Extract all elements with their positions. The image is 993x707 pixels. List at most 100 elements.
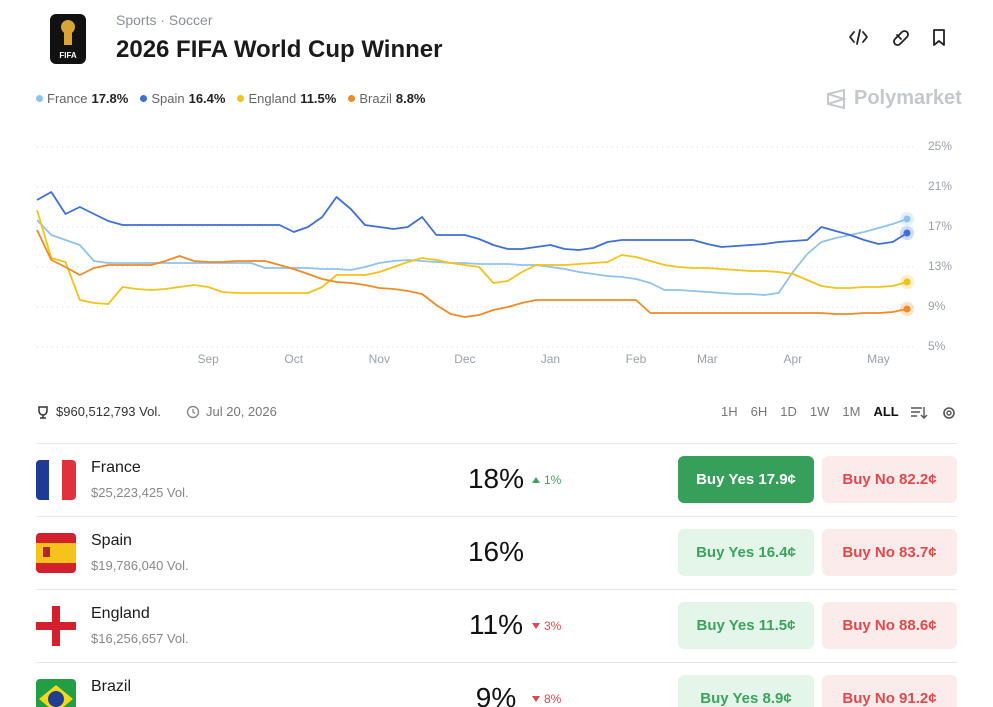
buy-yes-button[interactable]: Buy Yes 8.9¢: [678, 675, 814, 707]
chart-controls: [911, 407, 955, 419]
end-date: Jul 20, 2026: [186, 404, 277, 419]
row-divider: [36, 662, 957, 663]
change-arrow: [532, 696, 540, 702]
event-logo: FIFA: [50, 14, 86, 64]
y-tick-label: 17%: [928, 219, 952, 233]
link-icon[interactable]: [893, 30, 909, 46]
legend-dot: [237, 95, 245, 102]
legend-name: England: [248, 91, 297, 106]
legend-item: Brazil 8.8%: [348, 91, 426, 106]
legend-value: 11.5%: [300, 91, 337, 106]
end-dot: [903, 229, 911, 237]
brand-icon: [827, 88, 846, 109]
end-dot: [903, 278, 911, 286]
header-actions: [849, 29, 945, 46]
y-tick-label: 21%: [928, 179, 952, 193]
buy-yes-button[interactable]: Buy Yes 11.5¢: [678, 602, 814, 649]
outcome-name: Brazil: [91, 678, 132, 695]
embed-icon[interactable]: [849, 29, 868, 45]
buy-no-button[interactable]: Buy No 88.6¢: [822, 602, 957, 649]
change-arrow: [532, 623, 540, 629]
flag: [36, 460, 76, 500]
x-tick-label: Dec: [454, 352, 475, 366]
x-tick-label: Sep: [197, 352, 219, 366]
flag: [36, 533, 76, 573]
series-line: [36, 218, 908, 296]
legend-item: Spain 16.4%: [140, 91, 225, 106]
change-value: 8%: [544, 692, 562, 706]
price-chart: 5% 9% 13% 17% 21% 25% Sep Oct Nov Dec Jan Feb Mar Apr…: [36, 139, 952, 366]
legend-dot: [36, 95, 43, 102]
outcome-change: 8%: [532, 692, 561, 706]
series-line: [36, 209, 908, 305]
logo-text: FIFA: [59, 51, 77, 60]
separator: ·: [160, 12, 169, 28]
flag: [36, 679, 76, 707]
timeframe-button[interactable]: 1M: [842, 404, 861, 419]
series-line: [36, 229, 908, 318]
outcome-change: 1%: [532, 473, 561, 487]
buy-no-button[interactable]: Buy No 83.7¢: [822, 529, 957, 576]
legend-name: France: [47, 91, 88, 106]
legend-name: Spain: [151, 91, 185, 106]
change-value: 3%: [544, 619, 562, 633]
bookmark-icon[interactable]: [933, 29, 945, 46]
brand-name: Polymarket: [854, 87, 962, 109]
date-text: Jul 20, 2026: [206, 404, 277, 419]
row-divider: [36, 589, 957, 590]
x-tick-label: Oct: [284, 352, 303, 366]
event-title: 2026 FIFA World Cup Winner: [116, 36, 443, 63]
x-tick-label: Jan: [541, 352, 560, 366]
change-arrow: [532, 477, 540, 483]
end-dot: [903, 215, 911, 223]
end-dot: [903, 305, 911, 313]
flag: [36, 606, 76, 646]
buy-yes-button[interactable]: Buy Yes 16.4¢: [678, 529, 814, 576]
settings-icon[interactable]: [943, 407, 955, 419]
timeframe-button[interactable]: 1W: [809, 404, 830, 419]
breadcrumb: Sports · Soccer: [116, 12, 213, 28]
timeframe-button[interactable]: 1D: [780, 404, 797, 419]
legend-item: England 11.5%: [237, 91, 336, 106]
x-tick-label: Nov: [369, 352, 390, 366]
timeframes: 1H 6H 1D 1W 1M ALL: [721, 404, 899, 419]
y-tick-label: 9%: [928, 299, 946, 313]
legend-dot: [140, 95, 148, 102]
outcome-chance: 18%: [467, 463, 525, 494]
legend-value: 16.4%: [188, 91, 226, 106]
buy-yes-button[interactable]: Buy Yes 17.9¢: [678, 456, 814, 503]
legend-item: France 17.8%: [36, 91, 128, 106]
outcome-chance: 9%: [475, 682, 517, 707]
x-tick-label: May: [867, 352, 890, 366]
row-divider: [36, 516, 957, 517]
brand: Polymarket: [826, 87, 962, 110]
breadcrumb-item[interactable]: Soccer: [168, 12, 213, 28]
outcome-chance: 11%: [469, 609, 523, 640]
outcome-volume: $19,786,040 Vol.: [91, 558, 189, 573]
legend: France 17.8% Spain 16.4% England 11.5% Brazil 8…: [36, 91, 426, 106]
legend-value: 17.8%: [91, 91, 129, 106]
series-line: [36, 191, 908, 251]
outcome-chance: 16%: [467, 536, 525, 567]
change-value: 1%: [544, 473, 562, 487]
sort-icon[interactable]: [911, 407, 928, 419]
buy-no-button[interactable]: Buy No 82.2¢: [822, 456, 957, 503]
volume-text: $960,512,793 Vol.: [56, 404, 161, 419]
legend-dot: [348, 95, 356, 102]
clock-icon: [186, 405, 200, 418]
breadcrumb-item[interactable]: Sports: [116, 12, 157, 28]
buy-no-button[interactable]: Buy No 91.2¢: [822, 675, 957, 707]
x-tick-label: Mar: [697, 352, 718, 366]
timeframe-button[interactable]: 1H: [721, 404, 738, 419]
legend-name: Brazil: [359, 91, 392, 106]
outcome-name: England: [91, 605, 150, 622]
y-tick-label: 25%: [928, 139, 952, 153]
timeframe-button[interactable]: 6H: [750, 404, 768, 419]
timeframe-button[interactable]: ALL: [873, 404, 899, 419]
outcome-volume: $16,256,657 Vol.: [91, 631, 189, 646]
volume: $960,512,793 Vol.: [36, 404, 161, 419]
y-tick-label: 13%: [928, 259, 952, 273]
row-divider: [36, 443, 957, 444]
outcome-volume: $25,223,425 Vol.: [91, 485, 189, 500]
